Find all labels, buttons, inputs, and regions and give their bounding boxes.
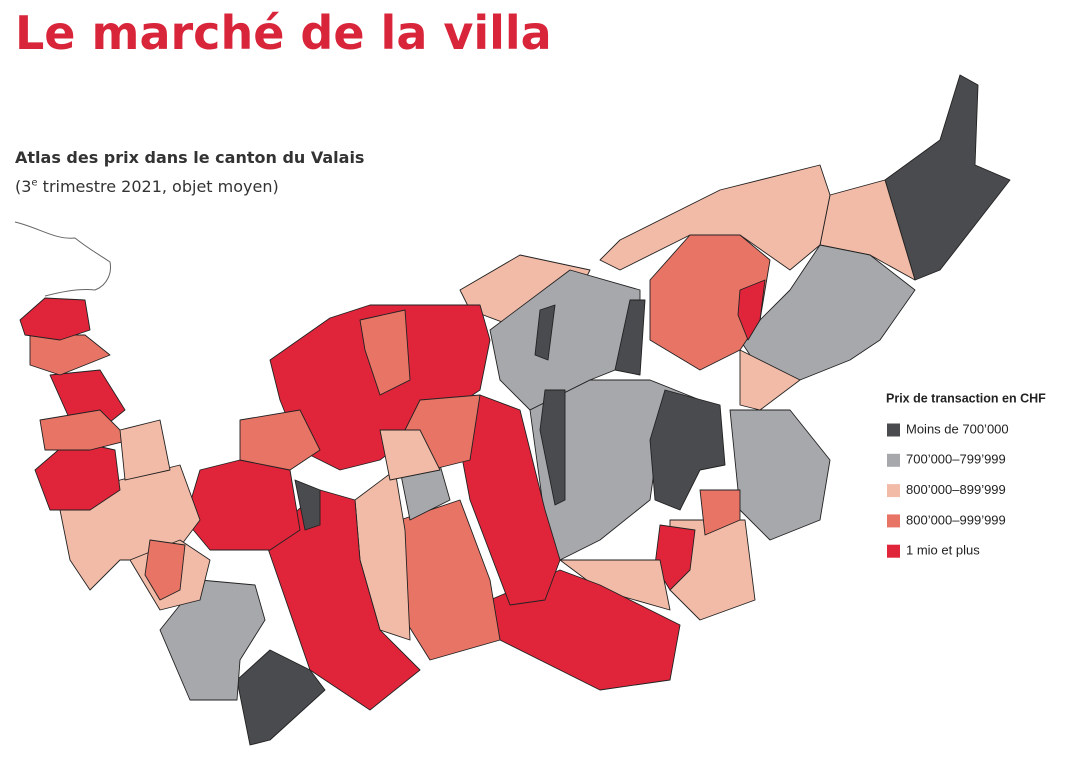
region [294,479,321,531]
region [379,429,441,481]
subtitle: Atlas des prix dans le canton du Valais [15,148,365,167]
legend-label: 700’000–799’999 [906,452,1006,467]
region [739,349,801,411]
lake-outline [14,221,111,297]
region [599,164,831,271]
note-text: trimestre 2021, objet moyen) [37,177,279,196]
regions [19,74,1011,746]
legend: Prix de transaction en CHF Moins de 700’0… [886,391,1046,558]
region [737,279,766,341]
region [649,389,726,511]
legend-label: 800’000–999’999 [906,512,1006,527]
legend-swatch [887,514,900,528]
region [454,394,561,606]
legend-label: 1 mio et plus [906,543,980,558]
region [614,299,646,376]
region [239,409,321,471]
region [884,74,1011,281]
region [159,579,266,701]
region [119,419,171,481]
region [19,297,91,341]
title: Le marché de la villa [15,6,552,60]
region [534,304,556,361]
region [144,539,186,601]
region [39,409,131,451]
legend-swatch [887,453,900,467]
region [359,309,411,396]
region [654,524,696,591]
region [29,334,111,376]
legend-label: Moins de 700’000 [906,421,1009,436]
legend-title: Prix de transaction en CHF [886,391,1046,405]
legend-label: 800’000–899’999 [906,482,1006,497]
legend-swatch [887,544,900,558]
region [539,389,566,506]
region [739,244,916,381]
region [699,489,741,536]
legend-swatch [887,484,900,498]
region [264,489,421,711]
note-sup: e [31,177,38,189]
legend-swatch [887,423,900,437]
region [236,649,326,746]
subtitle-note: (3e trimestre 2021, objet moyen) [15,177,279,196]
note-text: (3 [15,177,32,196]
region [184,459,301,551]
